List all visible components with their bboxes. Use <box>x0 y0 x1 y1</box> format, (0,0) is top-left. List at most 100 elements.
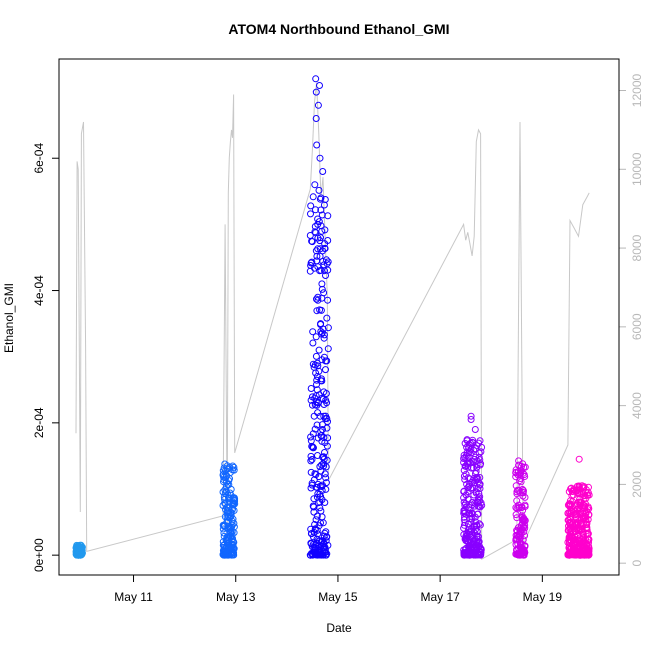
y2-tick-label: 2000 <box>630 471 644 498</box>
data-point <box>576 502 584 510</box>
data-point <box>475 542 483 550</box>
data-point-outlier <box>316 412 324 420</box>
data-point <box>464 495 472 503</box>
data-point-outlier <box>314 293 322 301</box>
data-point <box>311 470 319 478</box>
data-point <box>310 495 318 503</box>
data-point <box>467 459 475 467</box>
data-point <box>565 500 573 508</box>
data-point <box>460 516 468 524</box>
y-axis-label: Ethanol_GMI <box>2 283 16 353</box>
data-point <box>316 252 324 260</box>
data-point <box>313 376 321 384</box>
data-point <box>221 543 229 551</box>
data-point-outlier <box>317 234 324 242</box>
data-point <box>314 434 322 442</box>
data-point <box>475 449 483 457</box>
x-tick-label: May 15 <box>318 590 358 604</box>
data-point-outlier <box>316 154 324 162</box>
data-point <box>472 453 480 461</box>
data-point <box>314 245 322 253</box>
data-point <box>307 210 314 218</box>
data-point <box>310 508 318 516</box>
data-point <box>318 461 326 469</box>
data-point <box>516 470 524 478</box>
data-point <box>313 421 321 429</box>
data-point-outlier <box>575 455 583 463</box>
data-point <box>471 529 478 537</box>
point-series-4 <box>460 412 486 559</box>
data-point <box>313 526 321 534</box>
data-point <box>321 226 329 234</box>
data-point <box>307 457 315 465</box>
data-point <box>322 485 330 493</box>
data-point <box>464 488 472 496</box>
data-point <box>317 206 325 214</box>
data-point <box>227 509 235 517</box>
data-point <box>308 456 316 463</box>
data-point <box>321 529 329 537</box>
data-point <box>309 533 317 541</box>
data-point-outlier <box>312 247 320 255</box>
point-series-layer <box>72 75 593 559</box>
point-series-6 <box>564 455 593 559</box>
data-point <box>315 186 323 194</box>
data-point <box>309 444 317 452</box>
data-point <box>578 482 586 490</box>
x-axis-label: Date <box>326 621 352 635</box>
data-point-outlier <box>313 386 321 394</box>
data-point-outlier <box>317 306 325 314</box>
data-point <box>513 497 521 505</box>
data-point <box>224 544 232 552</box>
point-series-2 <box>219 460 239 559</box>
data-point <box>323 424 331 432</box>
data-point <box>575 482 583 490</box>
data-point <box>324 434 332 442</box>
data-point <box>460 549 468 557</box>
data-point <box>474 485 481 493</box>
data-point <box>322 474 330 482</box>
data-point <box>219 521 227 529</box>
data-point <box>311 525 319 533</box>
data-point <box>520 516 528 524</box>
data-point-outlier <box>471 426 479 433</box>
data-point <box>220 541 228 549</box>
data-point <box>565 542 573 550</box>
data-point <box>322 551 330 559</box>
data-point <box>512 469 520 477</box>
data-point <box>313 512 321 520</box>
data-point <box>317 377 325 385</box>
data-point <box>322 479 330 487</box>
data-point <box>226 524 234 532</box>
data-point <box>462 470 470 478</box>
data-point <box>574 490 582 498</box>
data-point <box>460 531 468 539</box>
data-point <box>317 519 324 527</box>
data-point <box>578 514 586 522</box>
data-point-outlier <box>313 373 321 380</box>
data-point <box>313 483 321 491</box>
data-point-outlier <box>314 220 322 228</box>
data-point-outlier <box>224 465 231 473</box>
data-point <box>463 443 471 451</box>
data-point <box>517 543 525 551</box>
data-point <box>515 504 523 512</box>
data-point <box>226 489 234 497</box>
data-point <box>313 295 320 303</box>
data-point <box>323 442 331 450</box>
y2-tick-label: 12000 <box>630 73 644 107</box>
data-point <box>517 527 525 535</box>
data-point <box>322 396 330 404</box>
y2-tick-label: 8000 <box>630 234 644 261</box>
data-point <box>520 551 528 559</box>
data-point <box>312 352 320 360</box>
data-point <box>312 206 319 214</box>
data-point <box>314 499 322 507</box>
data-point <box>307 433 315 441</box>
data-point <box>220 529 228 537</box>
data-point <box>460 455 468 462</box>
data-point <box>582 509 590 517</box>
data-point <box>584 503 592 511</box>
data-point <box>321 499 329 506</box>
data-point <box>307 525 315 533</box>
